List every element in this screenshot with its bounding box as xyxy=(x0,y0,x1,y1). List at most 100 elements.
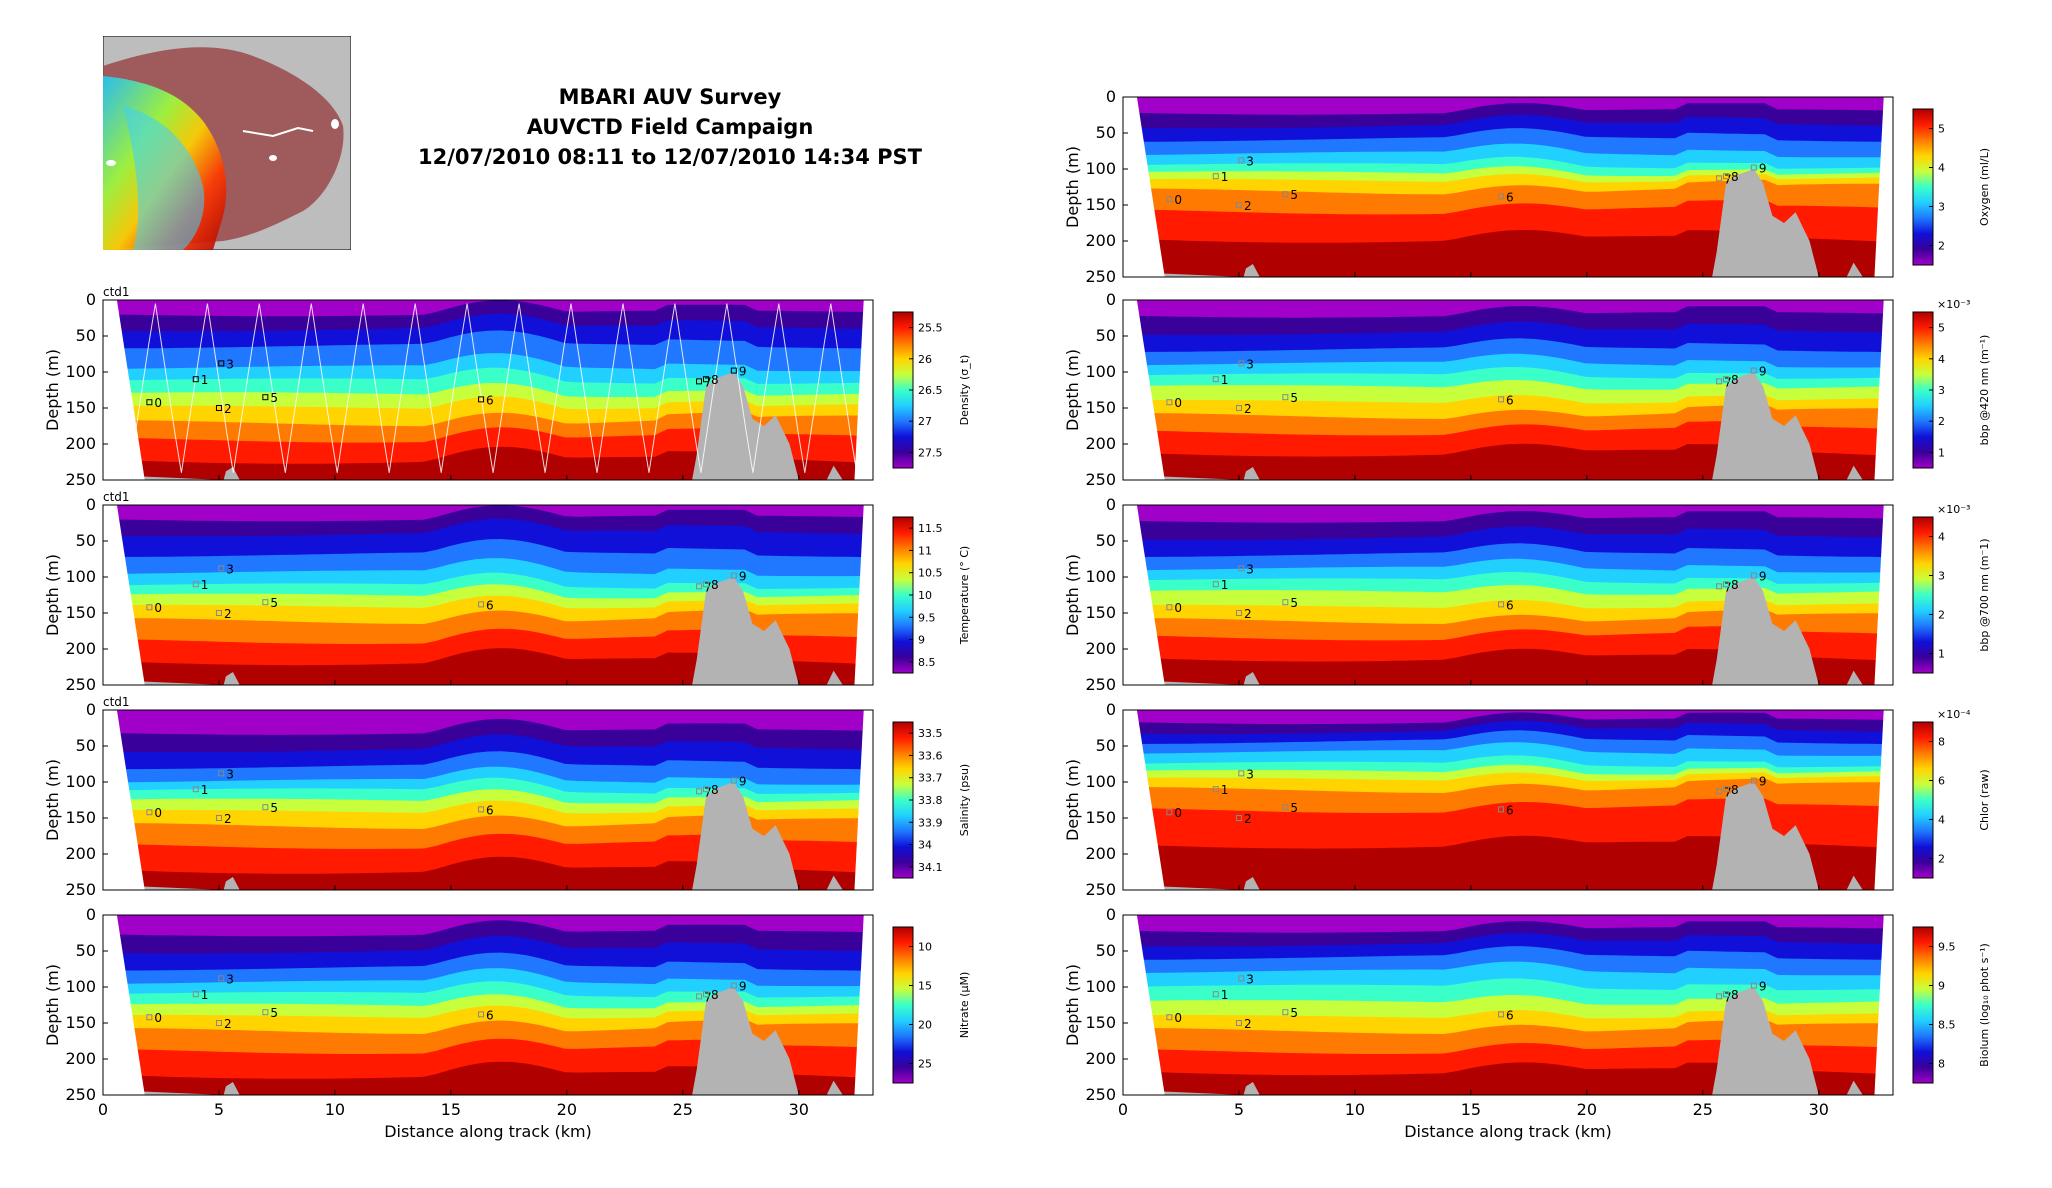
station-marker xyxy=(1723,786,1730,793)
station-marker xyxy=(1238,565,1245,572)
y-axis-label: Depth (m) xyxy=(1063,554,1082,636)
colorbar-tick-label: 9.5 xyxy=(1938,941,1956,954)
colorbar-tick-label: 3 xyxy=(1938,201,1945,214)
station-marker xyxy=(1238,975,1245,982)
colorbar-tick-label: 8.5 xyxy=(918,656,936,669)
station-marker xyxy=(1498,601,1505,608)
station-marker xyxy=(218,360,225,367)
bathymetry xyxy=(137,782,843,890)
station-marker xyxy=(1238,770,1245,777)
plot-frame xyxy=(1122,504,1894,686)
y-tick-label: 100 xyxy=(1085,159,1116,178)
station-label: 3 xyxy=(226,357,234,371)
station-label: 5 xyxy=(1290,188,1298,202)
colorbar-tick-label: 33.5 xyxy=(918,727,943,740)
station-marker xyxy=(1716,993,1723,1000)
station-label: 3 xyxy=(226,972,234,986)
plot-frame xyxy=(1122,914,1894,1096)
y-tick-label: 0 xyxy=(1106,290,1116,309)
colorbar xyxy=(1912,721,1934,879)
y-tick-label: 50 xyxy=(1096,123,1116,142)
colorbar-tick-label: 4 xyxy=(1938,162,1945,175)
station-marker xyxy=(146,604,153,611)
y-tick-label: 50 xyxy=(1096,531,1116,550)
station-label: 7 xyxy=(704,375,712,389)
station-marker xyxy=(478,1011,485,1018)
bathymetry xyxy=(1157,782,1863,890)
station-marker xyxy=(1235,202,1242,208)
y-axis-label: Depth (m) xyxy=(43,964,62,1046)
station-label: 9 xyxy=(1759,980,1767,994)
station-label: 5 xyxy=(1290,1006,1298,1020)
heatmap-field xyxy=(1123,710,1893,890)
station-label: 9 xyxy=(1759,365,1767,379)
y-tick-label: 250 xyxy=(1085,470,1116,489)
colorbar-tick-label: 2 xyxy=(1938,240,1945,253)
x-axis-label: Distance along track (km) xyxy=(1404,1122,1612,1141)
station-marker xyxy=(1716,788,1723,795)
colorbar-tick-label: 27.5 xyxy=(918,446,943,459)
station-marker xyxy=(1238,157,1245,164)
y-tick-label: 200 xyxy=(1085,844,1116,863)
y-tick-label: 250 xyxy=(65,880,96,899)
station-marker xyxy=(1282,599,1289,606)
x-tick-label: 5 xyxy=(1234,1100,1244,1119)
bathymetry xyxy=(1157,169,1863,277)
station-marker xyxy=(1166,1014,1173,1021)
plot-frame xyxy=(102,504,874,686)
station-marker xyxy=(215,815,222,821)
station-label: 1 xyxy=(1221,783,1229,797)
station-marker xyxy=(1212,376,1219,383)
y-tick-label: 100 xyxy=(1085,362,1116,381)
y-axis-label: Depth (m) xyxy=(43,554,62,636)
y-tick-label: 200 xyxy=(1085,231,1116,250)
colorbar-label: Biolum (log₁₀ phot s⁻¹) xyxy=(1978,943,1991,1067)
station-label: 8 xyxy=(711,373,719,387)
plot-frame xyxy=(1122,299,1894,481)
colorbar-tick-label: 27 xyxy=(918,415,932,428)
station-label: 3 xyxy=(1246,154,1254,168)
colorbar-exponent: ×10⁻³ xyxy=(1937,298,1970,311)
station-marker xyxy=(262,1009,269,1016)
y-tick-label: 200 xyxy=(65,639,96,658)
y-tick-label: 150 xyxy=(65,808,96,827)
colorbar-tick-label: 11 xyxy=(918,544,932,557)
station-marker xyxy=(1750,164,1757,171)
figure-title: MBARI AUV Survey AUVCTD Field Campaign 1… xyxy=(380,82,960,172)
heatmap-field xyxy=(1123,505,1893,685)
station-marker xyxy=(1716,378,1723,385)
x-tick-label: 10 xyxy=(1345,1100,1365,1119)
colorbar-label: Salinity (psu) xyxy=(958,764,971,836)
y-tick-label: 250 xyxy=(1085,675,1116,694)
colorbar-tick-label: 26 xyxy=(918,353,932,366)
colorbar-tick-label: 1 xyxy=(1938,446,1945,459)
station-marker xyxy=(1166,399,1173,406)
colorbar-tick-label: 33.9 xyxy=(918,816,943,829)
colorbar-tick-label: 20 xyxy=(918,1019,932,1032)
station-marker xyxy=(730,367,737,374)
station-label: 9 xyxy=(1759,775,1767,789)
station-marker xyxy=(1235,1020,1242,1026)
station-label: 2 xyxy=(224,1017,232,1031)
station-label: 2 xyxy=(1244,199,1252,213)
station-marker xyxy=(703,786,710,793)
y-tick-label: 0 xyxy=(1106,495,1116,514)
station-label: 6 xyxy=(1506,803,1514,817)
station-marker xyxy=(146,1014,153,1021)
heatmap-field xyxy=(103,710,873,890)
plot-frame xyxy=(102,299,874,481)
title-line-2: AUVCTD Field Campaign xyxy=(526,115,814,139)
station-marker xyxy=(1282,1009,1289,1016)
y-tick-label: 100 xyxy=(65,362,96,381)
inset-map xyxy=(103,36,351,250)
x-tick-label: 5 xyxy=(214,1100,224,1119)
station-marker xyxy=(1723,991,1730,998)
station-marker xyxy=(1282,804,1289,811)
colorbar-tick-label: 34 xyxy=(918,839,932,852)
station-label: 9 xyxy=(1759,162,1767,176)
colorbar-tick-label: 11.5 xyxy=(918,522,943,535)
y-tick-label: 100 xyxy=(65,772,96,791)
colorbar-tick-label: 26.5 xyxy=(918,384,943,397)
